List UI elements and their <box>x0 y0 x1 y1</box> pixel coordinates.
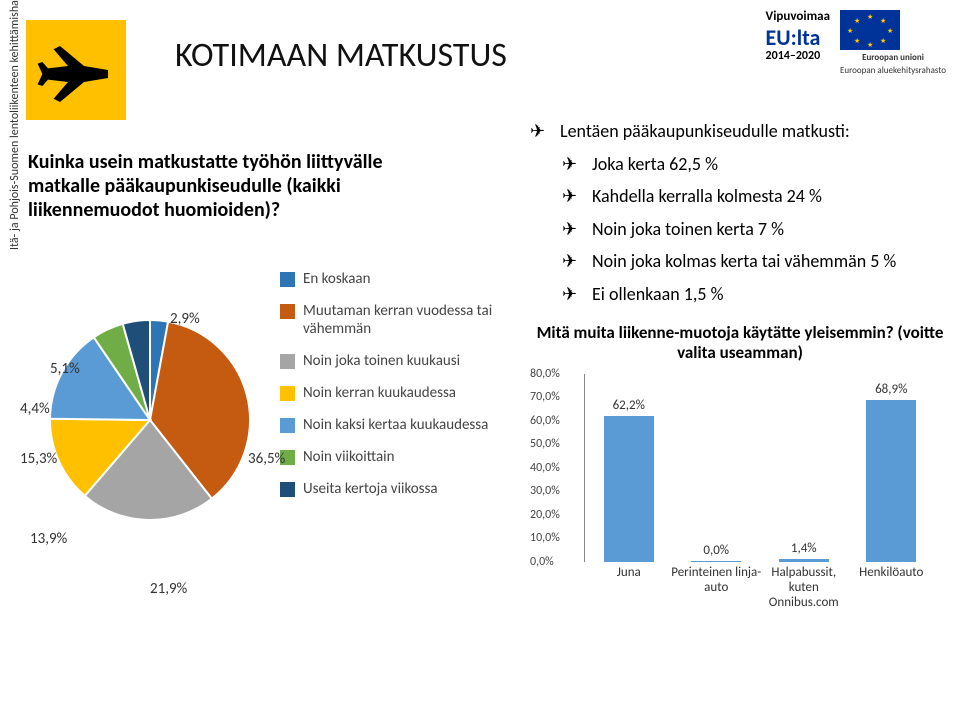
pie-slice-label: 13,9% <box>30 530 67 548</box>
bar-value-label: 62,2% <box>604 398 654 413</box>
bullet-text: Noin joka toinen kerta 7 % <box>592 218 784 241</box>
legend-label: Useita kertoja viikossa <box>303 480 438 498</box>
legend-swatch <box>280 418 295 433</box>
legend-swatch <box>280 272 295 287</box>
bar-y-tick: 60,0% <box>530 414 560 428</box>
airplane-icon-box <box>26 20 126 120</box>
bar-category-label: Halpabussit, kuten Onnibus.com <box>759 562 849 611</box>
bar-category-label: Henkilöauto <box>846 562 936 581</box>
bullet-text: Kahdella kerralla kolmesta 24 % <box>592 185 822 208</box>
sidebar-project-text: Itä- ja Pohjois-Suomen lentoliikenteen k… <box>8 0 22 250</box>
pie-slice-label: 36,5% <box>248 450 285 468</box>
pie-slice-label: 5,1% <box>50 360 80 378</box>
vipuvoimaa-logo: Vipuvoimaa EU:lta 2014–2020 <box>766 10 830 64</box>
bullet-text: Ei ollenkaan 1,5 % <box>592 283 723 306</box>
bullet-item: ✈ Ei ollenkaan 1,5 % <box>562 283 950 306</box>
vipuvoimaa-text: Vipuvoimaa <box>766 10 830 25</box>
bar-y-tick: 80,0% <box>530 367 560 381</box>
pie-chart-area: En koskaan Muutaman kerran vuodessa tai v… <box>30 270 510 670</box>
bar-value-label: 0,0% <box>691 543 741 558</box>
bar-value-label: 1,4% <box>779 541 829 556</box>
bar-chart-title: Mitä muita liikenne-muotoja käytätte yle… <box>530 323 950 364</box>
legend-swatch <box>280 482 295 497</box>
legend-row: En koskaan <box>280 270 510 288</box>
page-title: KOTIMAAN MATKUSTUS <box>175 35 507 76</box>
legend-label: Noin kerran kuukaudessa <box>303 384 456 402</box>
legend-row: Useita kertoja viikossa <box>280 480 510 498</box>
legend-label: En koskaan <box>303 270 371 288</box>
legend-row: Noin viikoittain <box>280 448 510 466</box>
years-text: 2014–2020 <box>766 50 830 64</box>
legend-label: Noin joka toinen kuukausi <box>303 352 460 370</box>
pie-slice-label: 2,9% <box>170 310 200 328</box>
legend-row: Noin kerran kuukaudessa <box>280 384 510 402</box>
bar-column: 0,0%Perinteinen linja-auto <box>691 561 741 562</box>
bar-y-tick: 20,0% <box>530 508 560 522</box>
pie-chart <box>30 300 270 540</box>
bullet-text: Joka kerta 62,5 % <box>592 153 718 176</box>
eu-flag-icon: ★ ★ ★ ★ ★ ★ ★ ★ <box>840 10 900 50</box>
legend-label: Noin viikoittain <box>303 448 394 466</box>
bar-column: 62,2%Juna <box>604 416 654 562</box>
bar-column: 68,9%Henkilöauto <box>866 400 916 562</box>
bullet-item: ✈ Kahdella kerralla kolmesta 24 % <box>562 185 950 208</box>
bar-rect <box>604 416 654 562</box>
bullet-item: ✈ Noin joka kolmas kerta tai vähemmän 5 % <box>562 250 950 273</box>
plane-bullet-icon: ✈ <box>562 250 582 273</box>
legend-label: Noin kaksi kertaa kuukaudessa <box>303 416 488 434</box>
legend-row: Noin joka toinen kuukausi <box>280 352 510 370</box>
bar-category-label: Perinteinen linja-auto <box>671 562 761 596</box>
legend-swatch <box>280 386 295 401</box>
legend-row: Noin kaksi kertaa kuukaudessa <box>280 416 510 434</box>
legend-row: Muutaman kerran vuodessa tai vähemmän <box>280 302 510 338</box>
bar-y-tick: 10,0% <box>530 531 560 545</box>
plane-bullet-icon: ✈ <box>562 185 582 208</box>
bar-y-tick: 50,0% <box>530 437 560 451</box>
eu-name: Euroopan unioni <box>840 52 946 63</box>
bar-y-tick: 40,0% <box>530 461 560 475</box>
top-logos: Vipuvoimaa EU:lta 2014–2020 ★ ★ ★ ★ ★ ★ … <box>766 10 946 76</box>
eu-sub: Euroopan aluekehitysrahasto <box>840 65 946 76</box>
bullet-text: Noin joka kolmas kerta tai vähemmän 5 % <box>592 250 896 273</box>
pie-slice-label: 15,3% <box>20 450 57 468</box>
pie-legend: En koskaan Muutaman kerran vuodessa tai v… <box>280 270 510 512</box>
pie-question: Kuinka usein matkustatte työhön liittyvä… <box>28 150 408 222</box>
bullet-list: ✈ Lentäen pääkaupunkiseudulle matkusti: ✈… <box>530 120 950 305</box>
plane-bullet-icon: ✈ <box>562 153 582 176</box>
bar-chart: 0,0%10,0%20,0%30,0%40,0%50,0%60,0%70,0%8… <box>530 374 940 604</box>
bar-rect <box>866 400 916 562</box>
plane-bullet-icon: ✈ <box>562 283 582 306</box>
legend-swatch <box>280 304 295 319</box>
pie-slice-label: 4,4% <box>20 400 50 418</box>
pie-slice-label: 21,9% <box>150 580 187 598</box>
legend-swatch <box>280 354 295 369</box>
right-column: ✈ Lentäen pääkaupunkiseudulle matkusti: ✈… <box>530 120 950 604</box>
bar-y-tick: 30,0% <box>530 484 560 498</box>
bullet-item: ✈ Noin joka toinen kerta 7 % <box>562 218 950 241</box>
plane-bullet-icon: ✈ <box>530 120 550 143</box>
bar-y-tick: 0,0% <box>530 555 554 569</box>
bar-category-label: Juna <box>584 562 674 581</box>
eulta-text: EU:lta <box>766 25 830 50</box>
bar-column: 1,4%Halpabussit, kuten Onnibus.com <box>779 559 829 562</box>
bullet-header: Lentäen pääkaupunkiseudulle matkusti: <box>560 120 850 143</box>
plane-bullet-icon: ✈ <box>562 218 582 241</box>
airplane-icon <box>36 30 116 110</box>
legend-label: Muutaman kerran vuodessa tai vähemmän <box>303 302 510 338</box>
bar-value-label: 68,9% <box>866 382 916 397</box>
bullet-item: ✈ Joka kerta 62,5 % <box>562 153 950 176</box>
bar-y-tick: 70,0% <box>530 390 560 404</box>
eu-flag-block: ★ ★ ★ ★ ★ ★ ★ ★ Euroopan unioni Euroopan… <box>840 10 946 76</box>
